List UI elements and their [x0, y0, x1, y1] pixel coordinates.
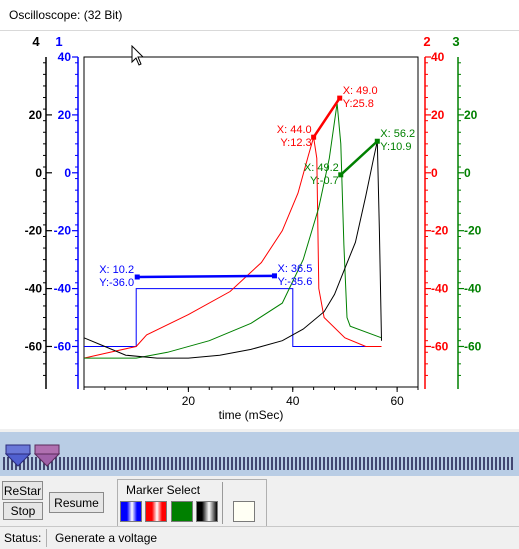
- x-tick-label: 20: [182, 394, 196, 408]
- y-axis-title-4: 4: [32, 34, 40, 49]
- y-tick-label-2: 40: [431, 50, 445, 64]
- marker-readout-4: Y:-0.7: [310, 175, 339, 187]
- y-tick-label-3: 20: [464, 108, 478, 122]
- x-tick-label: 40: [286, 394, 300, 408]
- y-tick-label-1: 40: [58, 50, 72, 64]
- marker-point: [134, 274, 140, 280]
- y-tick-label-4: 20: [29, 108, 43, 122]
- y-axis-title-2: 2: [423, 34, 430, 49]
- marker-swatch-green[interactable]: [171, 501, 193, 522]
- y-axis-title-1: 1: [55, 34, 62, 49]
- y-axis-title-3: 3: [452, 34, 459, 49]
- marker-handle-blue-icon[interactable]: [5, 444, 31, 468]
- marker-line-red: [312, 97, 341, 138]
- stop-button[interactable]: Stop: [3, 502, 43, 520]
- marker-handle-purple-icon[interactable]: [34, 444, 60, 468]
- y-tick-label-2: -60: [431, 339, 449, 353]
- y-tick-label-1: 20: [58, 108, 72, 122]
- y-tick-label-2: 0: [431, 166, 438, 180]
- control-panel: ReStar Stop Resume Marker Select: [0, 476, 519, 528]
- marker-readout-2: Y:12.3: [280, 137, 311, 149]
- marker-select-group: Marker Select: [117, 479, 267, 528]
- y-tick-label-3: -40: [464, 282, 482, 296]
- y-tick-label-3: -60: [464, 339, 482, 353]
- marker-point: [374, 138, 380, 144]
- window-title: Oscilloscope: (32 Bit): [9, 8, 123, 22]
- y-tick-label-1: -40: [54, 282, 72, 296]
- marker-readout-5: X: 56.2: [380, 128, 415, 140]
- trace-black: [83, 141, 382, 359]
- marker-group-divider: [222, 482, 223, 524]
- y-tick-label-4: 0: [35, 166, 42, 180]
- marker-select-label: Marker Select: [126, 483, 201, 497]
- status-text: Generate a voltage: [55, 531, 158, 545]
- marker-readout-1: Y:-35.6: [277, 276, 312, 288]
- y-tick-label-3: 0: [464, 166, 471, 180]
- marker-readout-2: X: 44.0: [277, 124, 312, 136]
- oscilloscope-chart: 4 140200-20-40-60240200-20-40-603200-20-4…: [25, 34, 482, 422]
- mouse-cursor-icon: [131, 45, 145, 66]
- title-bar: Oscilloscope: (32 Bit): [0, 0, 519, 31]
- marker-readout-0: X: 10.2: [99, 264, 134, 276]
- marker-readout-4: X: 49.2: [304, 162, 339, 174]
- status-bar: Status: Generate a voltage: [0, 526, 519, 549]
- marker-readout-0: Y:-36.0: [99, 277, 134, 289]
- trace-red: [83, 137, 382, 359]
- trace-green: [84, 103, 382, 359]
- y-tick-label-2: 20: [431, 108, 445, 122]
- plot-frame: [83, 56, 419, 388]
- marker-readout-3: X: 49.0: [343, 85, 378, 97]
- status-separator: [46, 529, 47, 547]
- marker-point: [337, 95, 343, 101]
- marker-readout-5: Y:10.9: [380, 141, 411, 153]
- x-tick-label: 60: [390, 394, 404, 408]
- y-tick-label-2: -20: [431, 224, 449, 238]
- marker-swatch-black[interactable]: [196, 501, 218, 522]
- marker-swatch-white[interactable]: [233, 501, 255, 522]
- marker-point: [271, 273, 277, 279]
- y-tick-label-4: -20: [25, 224, 43, 238]
- marker-point: [338, 172, 344, 178]
- restart-button[interactable]: ReStar: [2, 481, 43, 500]
- y-tick-label-4: -40: [25, 282, 43, 296]
- x-axis-label: time (mSec): [219, 408, 284, 422]
- marker-slider-strip[interactable]: [0, 432, 519, 476]
- y-tick-label-2: -40: [431, 282, 449, 296]
- marker-readout-3: Y:25.8: [343, 98, 374, 110]
- y-tick-label-4: -60: [25, 339, 43, 353]
- y-tick-label-1: -20: [54, 224, 72, 238]
- resume-button[interactable]: Resume: [49, 492, 104, 513]
- status-label: Status:: [4, 531, 42, 545]
- y-tick-label-1: 0: [64, 166, 71, 180]
- marker-point: [311, 134, 317, 140]
- marker-swatch-red[interactable]: [145, 501, 167, 522]
- marker-readout-1: X: 36.5: [277, 263, 312, 275]
- marker-line-blue: [137, 274, 275, 279]
- oscilloscope-plot-area: 4 1 40 20 0 -20 -40 -60 2 40 20 0 -20 -40 -60 3 20 0 -20 -4…: [0, 31, 519, 429]
- y-tick-label-3: -20: [464, 224, 482, 238]
- marker-swatch-blue[interactable]: [120, 501, 142, 522]
- marker-line-green: [339, 140, 379, 176]
- y-tick-label-1: -60: [54, 339, 72, 353]
- time-slider-ticks[interactable]: [0, 432, 519, 476]
